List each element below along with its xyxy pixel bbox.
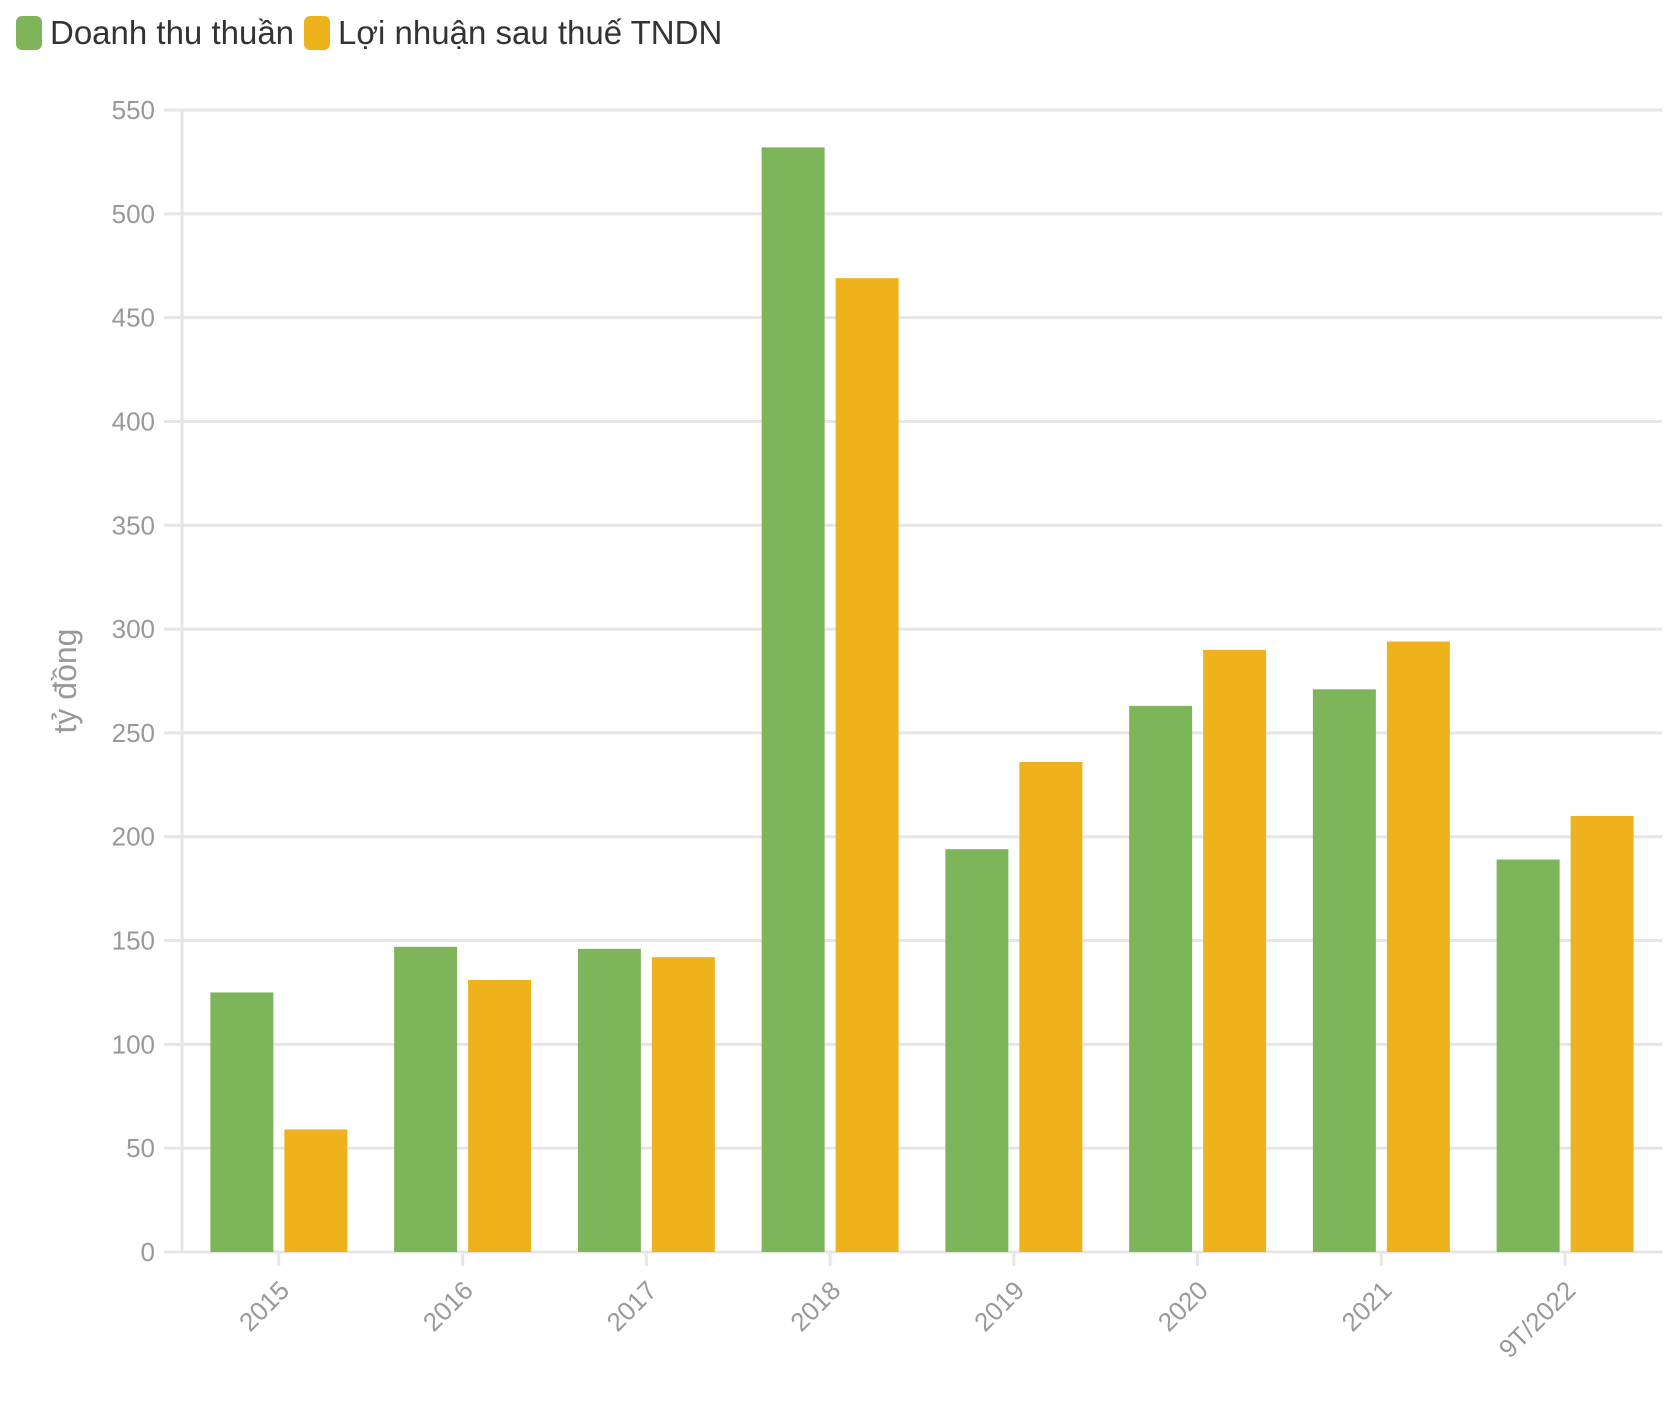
legend-label-revenue: Doanh thu thuần	[50, 14, 295, 51]
legend-item-revenue[interactable]: Doanh thu thuần	[16, 14, 294, 52]
y-tick-label: 350	[112, 510, 155, 540]
legend-swatch-revenue	[16, 16, 42, 50]
bar-revenue[interactable]	[394, 946, 458, 1252]
bar-profit[interactable]	[1386, 641, 1450, 1252]
y-tick-label: 550	[112, 95, 155, 125]
x-tick-label: 2019	[968, 1275, 1030, 1337]
x-tick-label: 2018	[784, 1275, 846, 1337]
bar-profit[interactable]	[468, 979, 532, 1252]
bar-profit[interactable]	[1570, 815, 1634, 1252]
x-tick-label: 2017	[601, 1275, 663, 1337]
y-tick-label: 450	[112, 303, 155, 333]
y-tick-label: 150	[112, 926, 155, 956]
y-tick-label: 300	[112, 614, 155, 644]
bar-revenue[interactable]	[1129, 705, 1193, 1252]
y-tick-label: 50	[126, 1133, 155, 1163]
bar-profit[interactable]	[284, 1129, 348, 1252]
bar-revenue[interactable]	[210, 992, 274, 1252]
legend-item-profit[interactable]: Lợi nhuận sau thuế TNDN	[304, 14, 722, 52]
x-tick-label: 2020	[1152, 1275, 1214, 1337]
y-axis-title: tỷ đồng	[47, 629, 83, 734]
chart-legend: Doanh thu thuần Lợi nhuận sau thuế TNDN	[16, 14, 722, 52]
y-tick-label: 200	[112, 822, 155, 852]
bars	[210, 147, 1634, 1253]
bar-revenue[interactable]	[1312, 689, 1376, 1252]
y-tick-label: 250	[112, 718, 155, 748]
bar-profit[interactable]	[835, 278, 899, 1253]
y-tick-label: 0	[141, 1237, 155, 1267]
bar-revenue[interactable]	[945, 849, 1009, 1252]
bar-revenue[interactable]	[577, 948, 641, 1252]
bar-profit[interactable]	[1019, 761, 1083, 1252]
x-tick-label: 2015	[233, 1275, 295, 1337]
x-tick-label: 2021	[1336, 1275, 1398, 1337]
bar-profit[interactable]	[651, 957, 715, 1252]
y-tick-label: 400	[112, 406, 155, 436]
y-tick-label: 100	[112, 1029, 155, 1059]
legend-label-profit: Lợi nhuận sau thuế TNDN	[338, 14, 723, 51]
bar-profit[interactable]	[1203, 649, 1267, 1252]
x-tick-label: 9T/2022	[1493, 1275, 1582, 1364]
bar-revenue[interactable]	[1496, 859, 1560, 1252]
x-tick-labels: 2015 2016 2017 2018 2019 2020 2021 9T/2022	[233, 1252, 1581, 1364]
y-tick-label: 500	[112, 199, 155, 229]
x-tick-label: 2016	[417, 1275, 479, 1337]
legend-swatch-profit	[304, 16, 331, 50]
y-tick-labels: 0 50 100 150 200 250 300 350 400 450 500 550	[112, 95, 155, 1267]
bar-revenue[interactable]	[761, 147, 825, 1253]
